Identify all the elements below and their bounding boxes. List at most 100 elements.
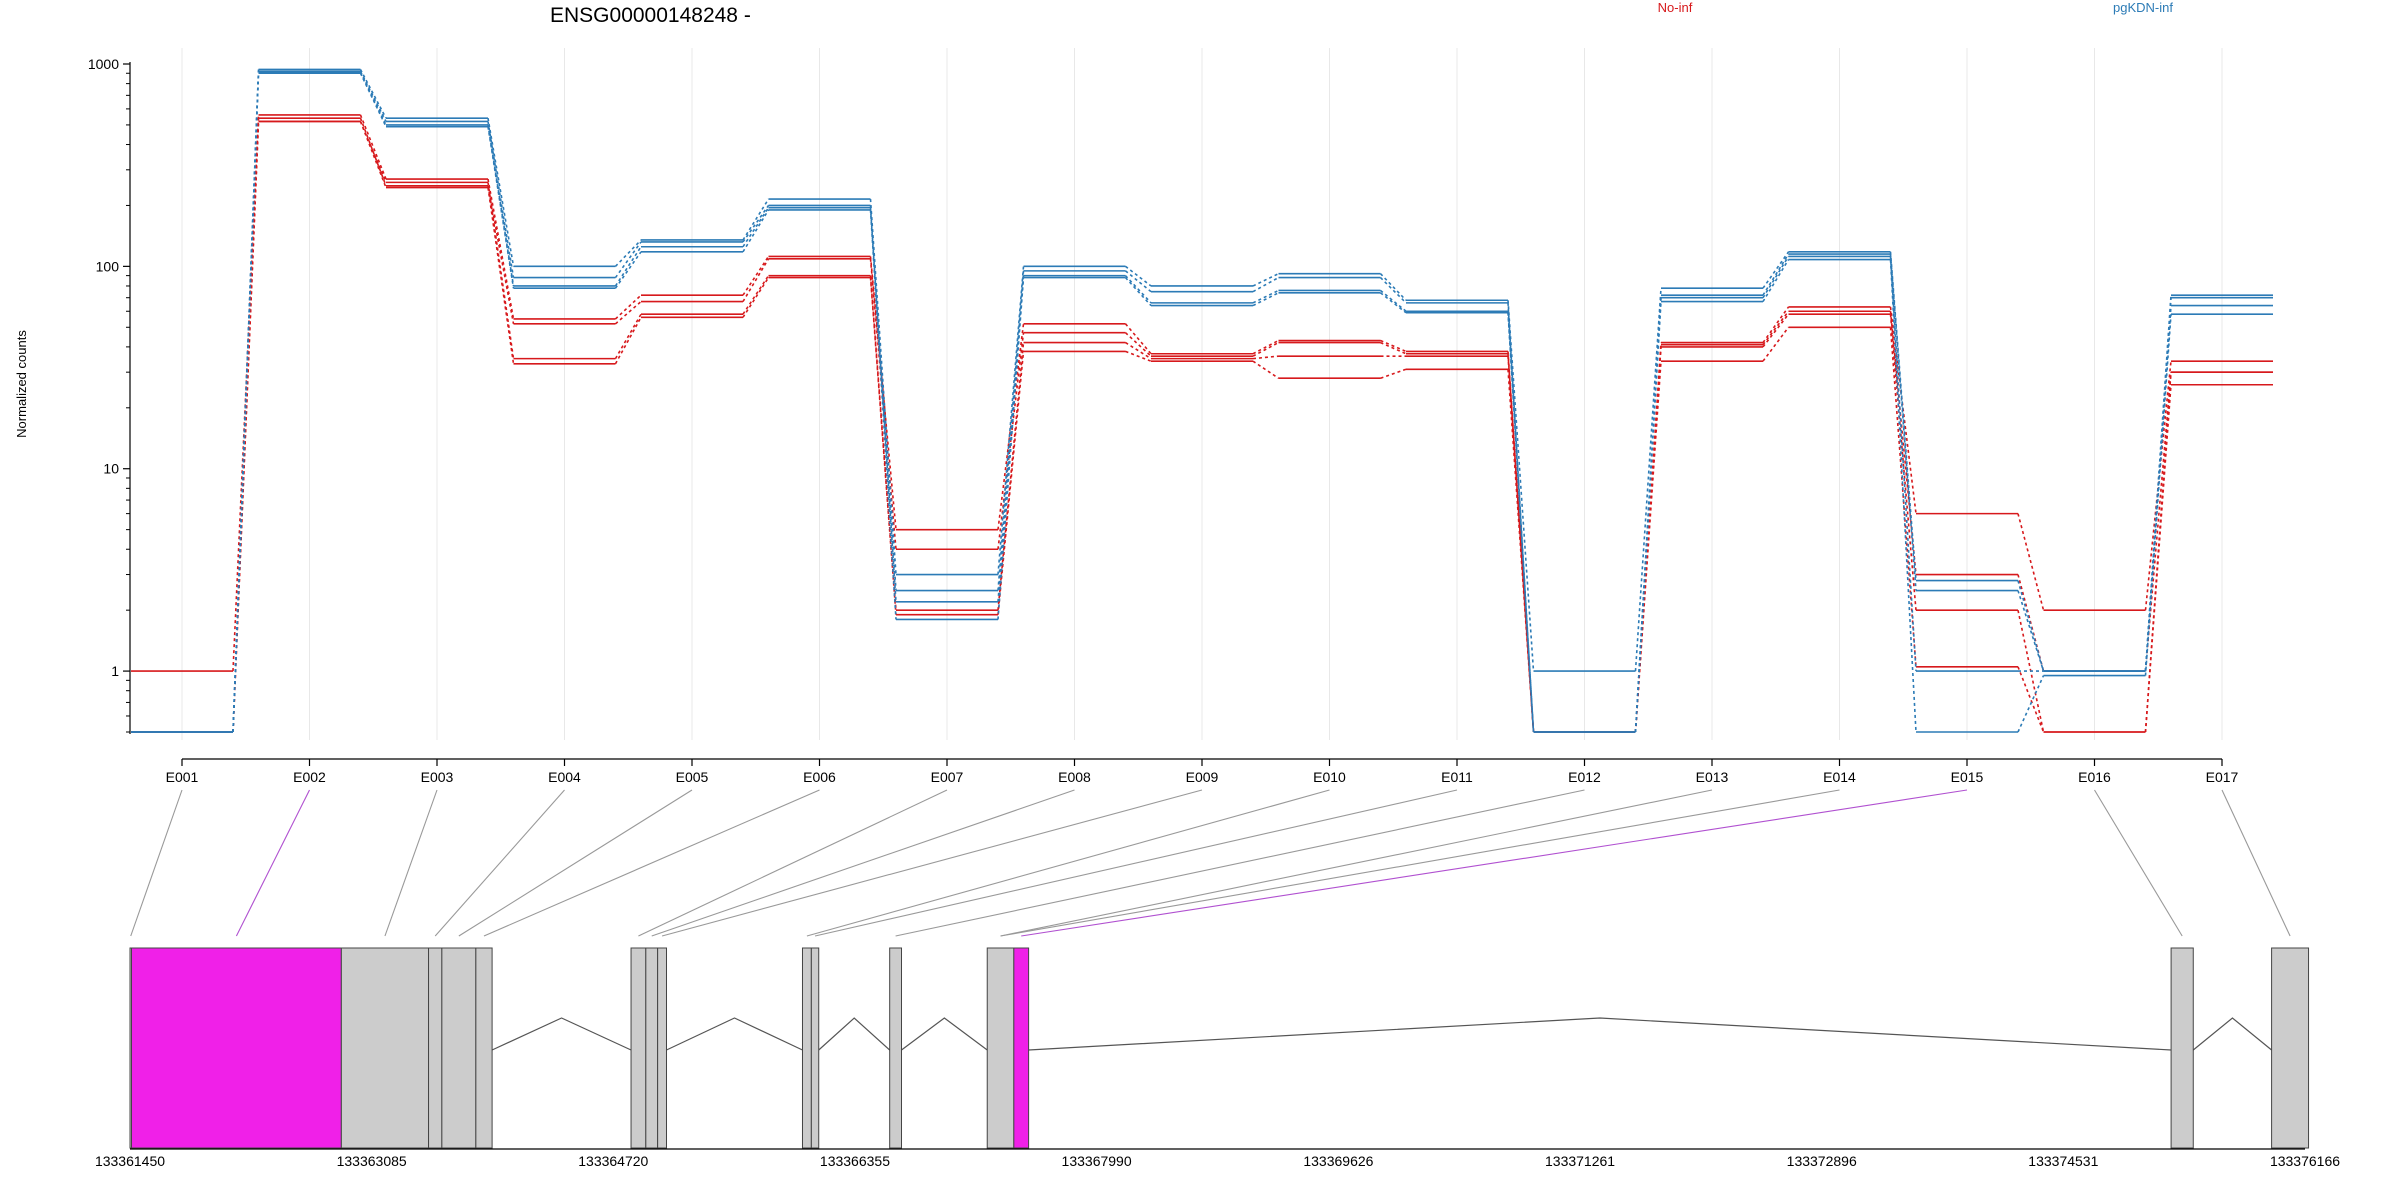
series-pgkdn-inf-7-connector [1124,275,1152,304]
series-no-inf-4-connector [742,277,770,318]
series-pgkdn-inf-8-connector [2144,314,2172,676]
series-pgkdn-inf-8-connector [1124,277,1152,307]
x-tick-label-e005: E005 [676,769,709,785]
series-pgkdn-inf-6-connector [1762,253,1790,296]
series-pgkdn-inf-8-connector [742,209,770,253]
x-tick-label-e016: E016 [2078,769,2111,785]
exon-connector-e006 [483,789,820,937]
exon-block-e013 [986,947,1015,1149]
genomic-tick-label-133369626: 133369626 [1303,1153,1373,1169]
series-pgkdn-inf-6-connector [742,204,770,243]
series-no-inf-4-connector [1252,360,1279,379]
series-pgkdn-inf-5-connector [2017,580,2045,672]
exon-block-e016 [2271,947,2310,1149]
series-pgkdn-inf-8-connector [1252,292,1279,307]
exon-block-e010 [801,947,812,1149]
exon-connector-e010 [806,789,1330,937]
exon-connector-e016 [2094,789,2183,937]
series-no-inf-3-connector [869,275,897,611]
series-no-inf-4-connector [869,277,897,615]
exon-connector-e002 [235,789,310,937]
series-no-inf-3-connector [1125,341,1152,360]
x-tick-label-e017: E017 [2206,769,2239,785]
x-tick-label-e013: E013 [1696,769,1729,785]
intron-line [1028,1017,2172,1051]
series-pgkdn-inf-5-connector [1252,272,1279,287]
x-tick-label-e008: E008 [1058,769,1091,785]
series-no-inf-1-connector [2017,513,2045,611]
series-no-inf-1-connector [614,294,642,320]
series-pgkdn-inf-7-connector [614,246,642,287]
vertical-grid [181,48,2223,740]
exon-connector-e009 [661,789,1203,937]
genomic-tick-label-133374531: 133374531 [2028,1153,2098,1169]
exon-connector-e015 [1021,789,1968,937]
series-pgkdn-inf-5-connector [1507,300,1535,672]
series-no-inf-4-connector [2144,384,2172,733]
series-no-inf-1-connector [2144,361,2172,611]
exon-block-e014 [1013,947,1030,1149]
x-tick-label-e003: E003 [421,769,454,785]
exon-block-e006 [475,947,493,1149]
series-pgkdn-inf-5-connector [1762,251,1790,289]
series-no-inf-4-connector [1507,369,1535,733]
series-no-inf-1-connector [1762,306,1790,344]
series-no-inf-3-connector [1252,355,1279,360]
series-pgkdn-inf-8-connector [1507,312,1535,733]
x-tick-label-e004: E004 [548,769,581,785]
genomic-tick-label-133363085: 133363085 [337,1153,407,1169]
genomic-tick-label-133371261: 133371261 [1545,1153,1615,1169]
x-tick-label-e002: E002 [293,769,326,785]
genomic-tick-label-133376166: 133376166 [2270,1153,2340,1169]
exon-block-e005 [441,947,477,1149]
series-pgkdn-inf-7-connector [1762,255,1790,299]
series-pgkdn-inf-8-connector [2017,675,2045,733]
series-pgkdn-inf-6-connector [2017,590,2045,672]
series-no-inf-4-connector [487,187,515,364]
exon-block-e008 [645,947,659,1149]
legend-label-pgkdn-inf: pgKDN-inf [2113,0,2173,15]
exon-block-e002 [130,947,342,1149]
x-tick-label-e009: E009 [1186,769,1219,785]
series-pgkdn-inf-8-connector [1380,292,1407,314]
series-no-inf-4-connector [2017,666,2045,733]
x-tick-label-e001: E001 [166,769,199,785]
series-pgkdn-inf-5-connector [487,118,515,267]
series-no-inf-4-connector [614,316,642,365]
series-no-inf-3-connector [1762,313,1790,348]
series-pgkdn-inf-7-connector [1252,289,1279,304]
genomic-tick-label-133372896: 133372896 [1787,1153,1857,1169]
x-tick-label-e014: E014 [1823,769,1856,785]
exon-connector-e007 [638,789,948,937]
x-tick-label-e015: E015 [1951,769,1984,785]
y-tick-label-10: 10 [103,461,119,477]
series-no-inf-4-connector [1125,350,1152,362]
series-no-inf-2-connector [359,117,387,187]
series-no-inf-2-connector [1889,311,1917,575]
series-pgkdn-inf-8-connector [359,72,387,128]
series-pgkdn-inf-5-connector [1125,265,1152,287]
exon-block-e009 [657,947,668,1149]
legend-label-no-inf: No-inf [1658,0,1693,15]
series-pgkdn-inf-5-connector [742,198,770,241]
genomic-tick-label-133366355: 133366355 [820,1153,890,1169]
series-pgkdn-inf-7-connector [2144,305,2172,672]
exon-block-e003 [340,947,430,1149]
series-no-inf-2-connector [487,185,515,324]
series-pgkdn-inf-5-connector [614,239,642,267]
exon-connector-e013 [1000,789,1713,937]
series-no-inf-1-connector [742,255,770,296]
series-no-inf-3-connector [1889,314,1917,611]
genomic-tick-label-133367990: 133367990 [1062,1153,1132,1169]
axes: 1 10 100 1000 E001 E002 E003 E004 E005 E006 E007 E0… [88,56,2239,785]
x-tick-label-e010: E010 [1313,769,1346,785]
series-no-inf-1-connector [1380,339,1407,353]
exon-connector-e004 [434,789,565,937]
series-no-inf-4-connector [1380,368,1407,379]
series-lines [131,68,2273,733]
series-no-inf-2-connector [1762,310,1790,346]
series-no-inf-4-connector [1762,326,1790,362]
series-no-inf-2-connector [1380,341,1407,355]
series-pgkdn-inf-6-connector [614,241,642,279]
